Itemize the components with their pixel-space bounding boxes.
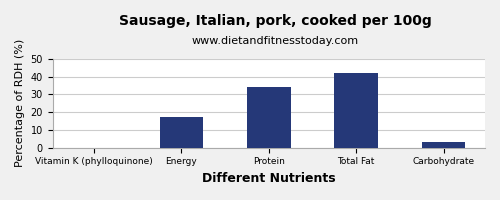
Bar [422, 142, 466, 148]
Text: Sausage, Italian, pork, cooked per 100g: Sausage, Italian, pork, cooked per 100g [118, 14, 432, 28]
Bar [334, 73, 378, 148]
Bar [160, 117, 204, 148]
Y-axis label: Percentage of RDH (%): Percentage of RDH (%) [15, 39, 25, 167]
Text: www.dietandfitnesstoday.com: www.dietandfitnesstoday.com [192, 36, 358, 46]
Bar [247, 87, 290, 148]
X-axis label: Different Nutrients: Different Nutrients [202, 172, 336, 185]
